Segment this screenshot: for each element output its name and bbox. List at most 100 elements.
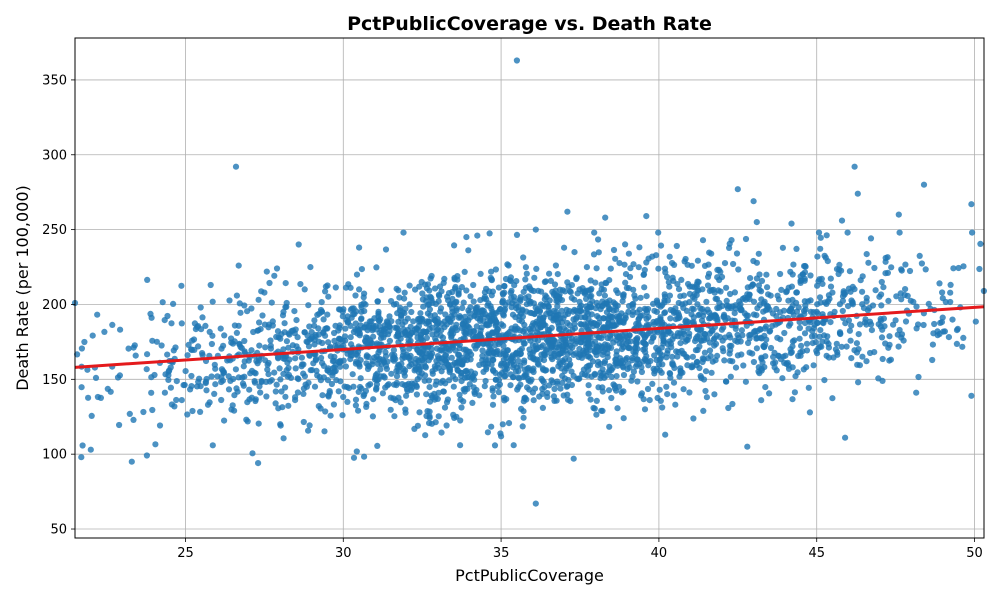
data-point	[945, 334, 953, 341]
data-point	[906, 267, 914, 275]
data-point	[896, 229, 903, 236]
data-point	[487, 303, 494, 310]
data-point	[591, 405, 598, 412]
data-point	[721, 260, 729, 267]
data-point	[727, 373, 734, 380]
data-point	[872, 287, 879, 294]
data-point	[452, 347, 459, 354]
data-point	[437, 283, 444, 290]
data-point	[879, 355, 886, 363]
data-point	[428, 294, 435, 301]
data-point	[827, 283, 835, 290]
data-point	[658, 369, 665, 376]
data-point	[817, 327, 824, 334]
data-point	[871, 264, 878, 272]
data-point	[530, 397, 537, 404]
data-point	[438, 327, 445, 334]
data-point	[699, 306, 706, 313]
data-point	[130, 344, 137, 351]
data-point	[702, 368, 710, 375]
data-point	[491, 316, 498, 323]
data-point	[374, 360, 381, 367]
data-point	[717, 288, 724, 295]
data-point	[900, 337, 907, 344]
data-point	[645, 321, 652, 328]
data-point	[442, 352, 450, 359]
data-point	[231, 392, 238, 399]
data-point	[255, 296, 262, 303]
data-point	[265, 324, 272, 331]
data-point	[259, 312, 266, 319]
data-point	[197, 408, 204, 415]
data-point	[446, 369, 453, 376]
data-point	[439, 377, 446, 384]
data-point	[666, 370, 673, 377]
data-point	[920, 181, 928, 188]
data-point	[144, 276, 151, 283]
data-point	[795, 352, 802, 360]
data-point	[251, 378, 258, 385]
data-point	[399, 309, 406, 316]
data-point	[684, 337, 691, 344]
data-point	[266, 378, 273, 385]
data-point	[680, 304, 687, 311]
data-point	[594, 313, 601, 320]
data-point	[241, 358, 248, 365]
data-point	[810, 362, 817, 369]
data-point	[460, 335, 467, 342]
data-point	[192, 326, 199, 333]
data-point	[500, 291, 507, 298]
x-tick-label: 35	[493, 546, 510, 561]
data-point	[282, 304, 289, 311]
data-point	[455, 314, 462, 321]
data-point	[362, 337, 369, 344]
data-point	[725, 404, 732, 412]
data-point	[823, 352, 830, 359]
data-point	[898, 331, 906, 338]
data-point	[491, 442, 499, 449]
data-point	[577, 320, 584, 328]
data-point	[266, 279, 273, 287]
data-point	[501, 283, 508, 290]
data-point	[601, 292, 609, 299]
data-point	[639, 358, 647, 365]
data-point	[774, 334, 781, 341]
data-point	[235, 262, 242, 269]
data-point	[358, 315, 365, 322]
data-point	[661, 309, 669, 316]
data-point	[399, 345, 407, 352]
data-point	[457, 396, 464, 403]
data-point	[352, 396, 360, 403]
data-point	[702, 387, 709, 395]
data-point	[503, 361, 511, 368]
data-point	[166, 367, 173, 374]
data-point	[621, 261, 628, 268]
data-point	[634, 378, 641, 385]
data-point	[489, 288, 496, 295]
data-point	[499, 421, 506, 428]
data-point	[699, 286, 706, 293]
data-point	[503, 396, 510, 403]
data-point	[289, 342, 296, 349]
data-point	[807, 308, 815, 315]
data-point	[532, 304, 539, 311]
data-point	[208, 340, 215, 348]
data-point	[775, 352, 782, 359]
data-point	[654, 329, 661, 336]
data-point	[325, 339, 332, 346]
data-point	[568, 368, 575, 375]
data-point	[531, 385, 539, 392]
data-point	[942, 298, 949, 306]
data-point	[384, 321, 391, 328]
data-point	[950, 265, 957, 272]
data-point	[593, 397, 600, 404]
data-point	[630, 286, 637, 293]
data-point	[723, 297, 730, 304]
data-point	[267, 337, 274, 344]
data-point	[480, 340, 487, 347]
data-point	[842, 434, 849, 441]
data-point	[438, 347, 445, 354]
data-point	[754, 328, 761, 335]
data-point	[322, 332, 329, 339]
data-point	[277, 422, 284, 429]
